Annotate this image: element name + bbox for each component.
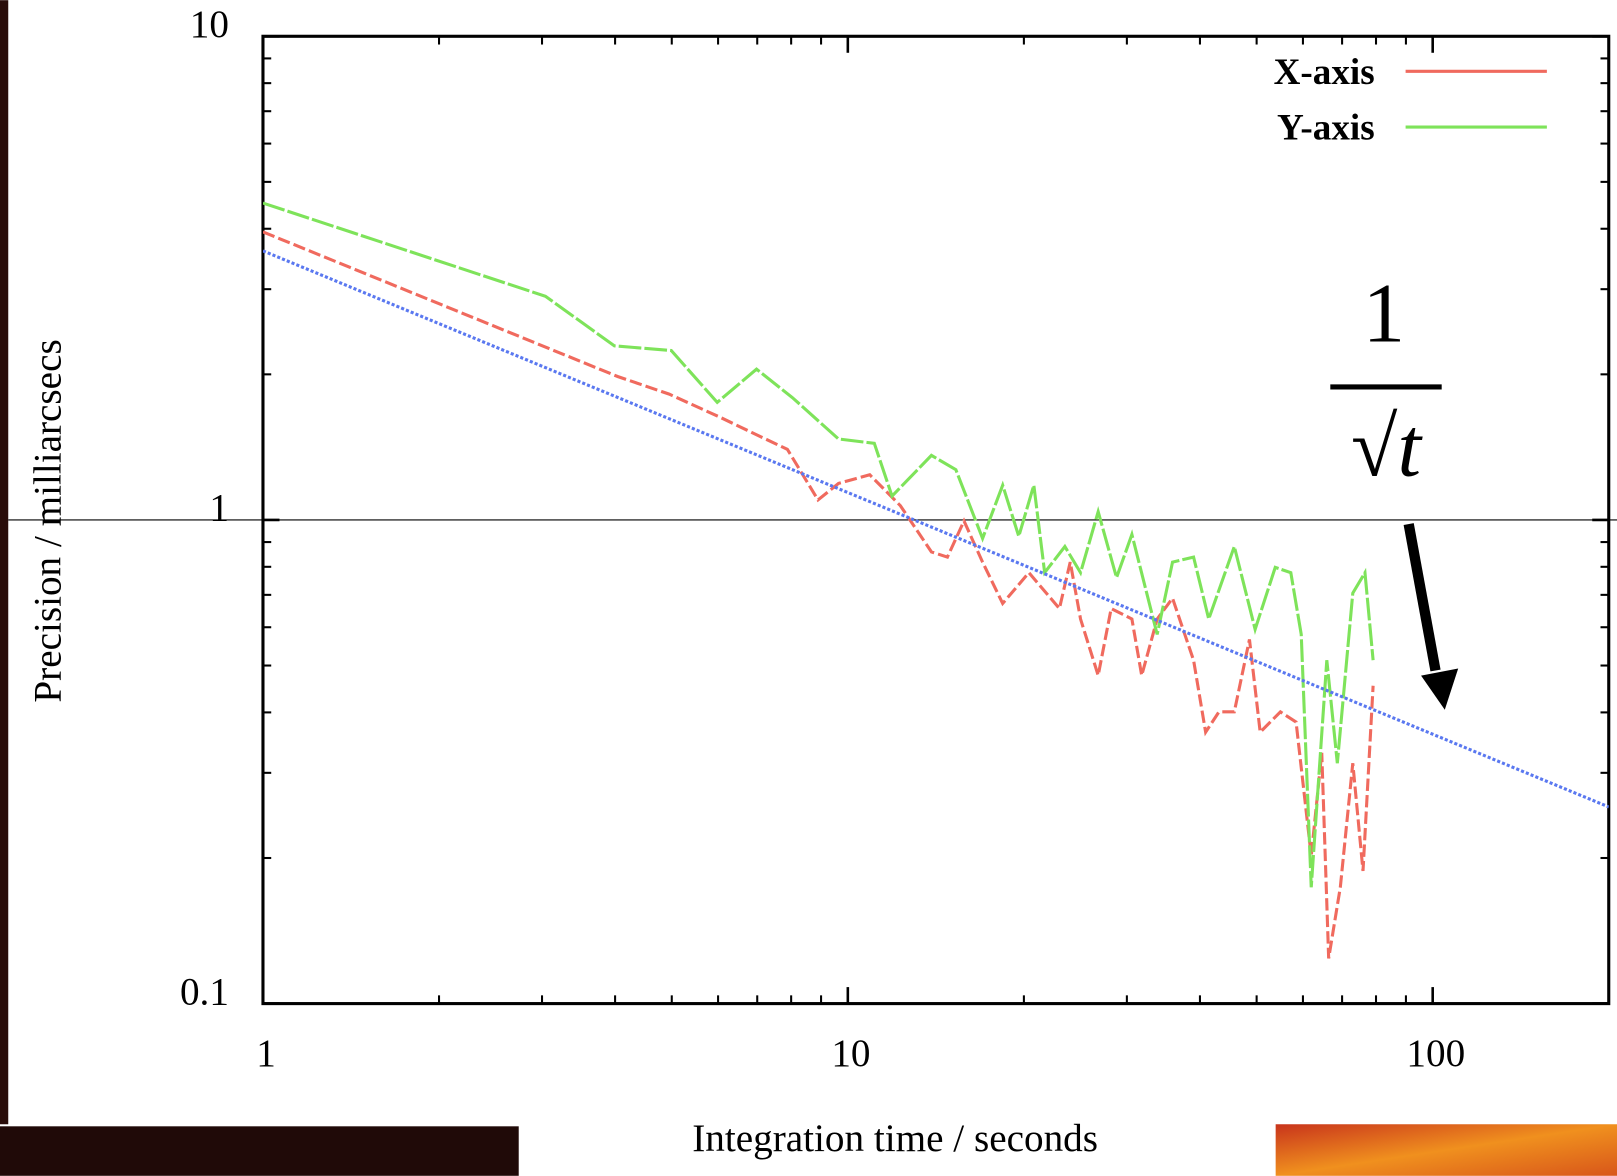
y-tick-label: 1 [209,487,229,530]
arrow-head [1421,668,1459,710]
side-bar [0,0,9,1125]
plot-frame [261,34,1611,1006]
legend-label: Y-axis [1277,108,1375,149]
x-tick-label: 1 [256,1032,276,1075]
y-axis-label: Precision / milliarcsecs [27,339,70,702]
x-axis-label: Integration time / seconds [692,1117,1098,1160]
footer-texture [1275,1124,1617,1176]
annotation-numerator: 1 [1363,267,1405,360]
annotation-denominator: √t [1351,401,1423,494]
footer-block [0,1126,519,1176]
x-tick-label: 10 [831,1032,870,1075]
arrow-shaft [1403,523,1441,672]
x-tick-label: 100 [1406,1032,1465,1075]
y-tick-label: 10 [190,3,229,46]
legend-label: X-axis [1274,52,1375,93]
y-tick-label: 0.1 [180,970,229,1013]
series-line [262,249,1609,809]
series-line [262,201,1375,888]
